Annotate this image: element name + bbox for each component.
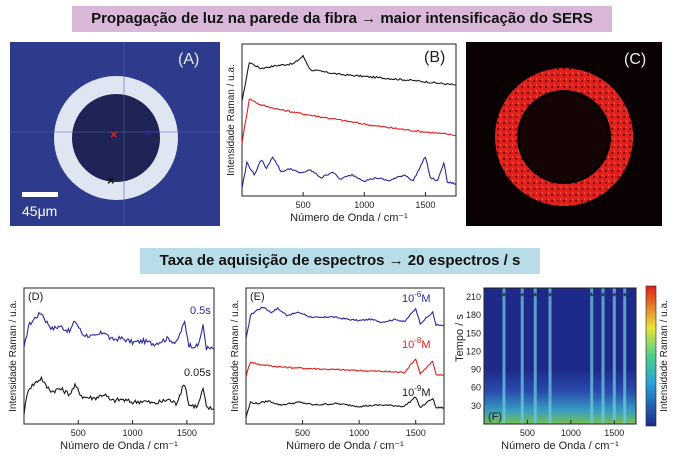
- panel-b-chart: 500 1000 1500 Número de Onda / cm⁻¹ Intensid…: [226, 43, 457, 224]
- x-axis-label: Número de Onda / cm⁻¹: [286, 440, 404, 452]
- annotation-0-05s: 0.05s: [184, 367, 211, 379]
- y-tick-label: 180: [466, 310, 481, 320]
- heatmap-peak-line: [533, 288, 537, 424]
- y-tick-label: 30: [471, 401, 481, 411]
- colorbar: [645, 285, 657, 427]
- panel-label: (E): [250, 291, 265, 303]
- series-line-vermelho: [241, 98, 457, 144]
- plot-frame: [241, 43, 457, 197]
- y-axis-label: Intensidade Raman / u.a.: [226, 64, 237, 176]
- plot-frame: [23, 287, 215, 425]
- x-tick-label: 1500: [177, 428, 197, 438]
- x-tick-label: 1000: [354, 200, 374, 210]
- peak-star: *: [612, 291, 617, 303]
- top-banner: Propagação de luz na parede da fibra → m…: [72, 6, 612, 32]
- panel-d-chart: 500 1000 1500 Número de Onda / cm⁻¹ Intensid…: [8, 287, 215, 452]
- y-tick-label: 120: [466, 346, 481, 356]
- concentration-label: 10-8M: [402, 336, 431, 351]
- x-axis-label: Número de Onda / cm⁻¹: [290, 212, 408, 224]
- y-tick-label: 150: [466, 328, 481, 338]
- heatmap-peak-line: [623, 288, 627, 424]
- x-tick-label: 500: [296, 200, 311, 210]
- panel-label: (D): [28, 291, 43, 303]
- y-axis-label: Intensidade Raman / u.a.: [8, 300, 19, 412]
- panel-c-label: (C): [624, 51, 646, 68]
- peak-star: *: [548, 291, 553, 303]
- peak-star: *: [502, 291, 507, 303]
- y-tick-label: 210: [466, 292, 481, 302]
- series-line-109m: [245, 396, 445, 418]
- series-line-108m: [245, 358, 445, 378]
- y-tick-label: 90: [471, 365, 481, 375]
- conc-base: 10: [402, 339, 414, 351]
- x-axis-label: Número de Onda / cm⁻¹: [501, 440, 619, 452]
- series-line-preto: [241, 54, 456, 102]
- conc-unit: M: [421, 339, 430, 351]
- conc-unit: M: [421, 387, 430, 399]
- heatmap-peak-line: [612, 288, 616, 424]
- heatmap-frame: [483, 287, 637, 425]
- annotation-0-5s: 0.5s: [190, 305, 211, 317]
- conc-exp: -9: [414, 384, 422, 393]
- panel-label: (F): [488, 411, 502, 423]
- conc-exp: -6: [414, 290, 422, 299]
- panel-f-heatmap: * * * * * * * * 500 1000 1500 30 60 90 120 150 180 210 Núm…: [454, 285, 670, 452]
- x-tick-label: 1500: [415, 200, 435, 210]
- heatmap-peak-line: [590, 288, 594, 424]
- conc-exp: -8: [414, 336, 422, 345]
- conc-unit: M: [421, 293, 430, 305]
- peak-star: *: [601, 291, 606, 303]
- x-tick-label: 500: [71, 428, 86, 438]
- peak-star: *: [590, 291, 595, 303]
- heatmap-peak-line: [502, 288, 506, 424]
- red-x-marker: ×: [110, 127, 118, 142]
- x-tick-label: 1000: [123, 428, 143, 438]
- scale-bar-label: 45μm: [22, 203, 57, 219]
- panel-c-sers-image: (C): [466, 42, 662, 226]
- blue-x-marker: ×: [144, 125, 152, 140]
- x-tick-label: 500: [295, 428, 310, 438]
- y-axis-label: Intensidade Raman / u.a.: [230, 300, 241, 412]
- series-line-005s: [23, 375, 215, 415]
- x-tick-label: 500: [520, 428, 535, 438]
- sers-ring: [495, 68, 633, 206]
- conc-base: 10: [402, 293, 414, 305]
- peak-star: *: [623, 291, 628, 303]
- sers-core: [520, 93, 608, 181]
- x-tick-label: 1000: [349, 428, 369, 438]
- heatmap-peak-line: [601, 288, 605, 424]
- x-tick-label: 1500: [604, 428, 624, 438]
- panel-a-label: (A): [178, 51, 199, 68]
- y-axis-label: Tempo / s: [454, 314, 466, 362]
- concentration-label: 10-9M: [402, 384, 431, 399]
- plot-frame: [245, 287, 445, 425]
- heatmap-peak-line: [520, 288, 524, 424]
- heatmap-peak-line: [548, 288, 552, 424]
- x-tick-label: 1500: [406, 428, 426, 438]
- y-tick-label: 60: [471, 383, 481, 393]
- black-x-marker: ×: [107, 173, 115, 188]
- heatmap-intensity-band: [484, 369, 636, 424]
- conc-base: 10: [402, 387, 414, 399]
- concentration-label: 10-6M: [402, 290, 431, 305]
- series-line-106m: [245, 306, 445, 340]
- colorbar-label: Intensidade Raman / u.a.: [659, 300, 670, 412]
- fiber-core: [72, 94, 160, 182]
- scale-bar: [22, 192, 58, 197]
- series-line-azul: [241, 156, 457, 189]
- x-tick-label: 1000: [561, 428, 581, 438]
- panel-label: (B): [424, 49, 445, 66]
- panel-a-fiber-image: × × × (A) 45μm: [10, 42, 220, 226]
- peak-star: *: [533, 291, 538, 303]
- x-axis-label: Número de Onda / cm⁻¹: [60, 440, 178, 452]
- series-line-05s: [23, 311, 215, 351]
- peak-star: *: [520, 291, 525, 303]
- bottom-banner: Taxa de aquisição de espectros → 20 espe…: [140, 248, 540, 274]
